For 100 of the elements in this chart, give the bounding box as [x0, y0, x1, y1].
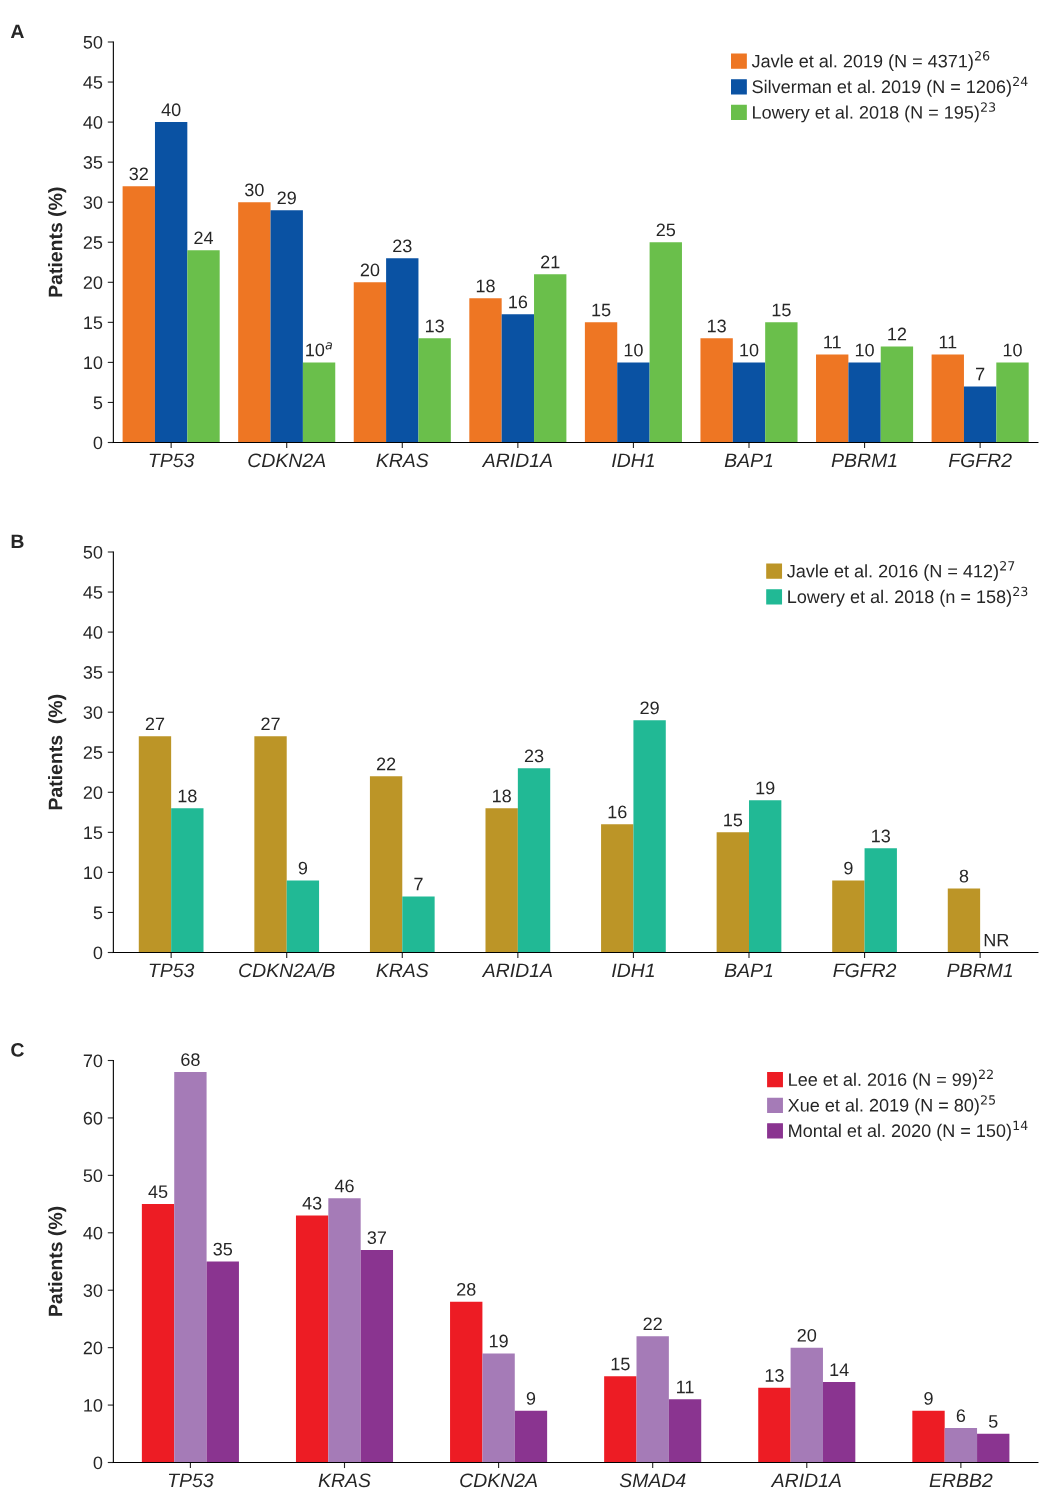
- bar: [636, 1336, 669, 1463]
- y-tick-label: 10: [84, 866, 103, 880]
- bar: [944, 1428, 978, 1463]
- bar: [963, 386, 997, 443]
- bar: [141, 1204, 175, 1463]
- bar: [931, 354, 964, 443]
- data-label: 7: [414, 877, 423, 891]
- text: NR: [984, 933, 1009, 947]
- bar: [295, 1215, 329, 1463]
- chart-title: A: [10, 24, 24, 39]
- bar: [601, 824, 634, 953]
- data-label: 10: [1003, 343, 1022, 357]
- bar: [353, 282, 387, 443]
- y-tick-label: 0: [93, 1456, 103, 1470]
- data-label: 20: [797, 1328, 817, 1342]
- data-label: 13: [425, 319, 444, 333]
- x-tick-label: KRAS: [318, 1473, 371, 1488]
- data-label: 16: [608, 805, 627, 819]
- data-label: 11: [677, 1380, 694, 1394]
- y-tick-label: 20: [83, 786, 103, 800]
- y-axis-title: Patients (%): [48, 187, 67, 297]
- bar: [402, 896, 435, 953]
- bar: [369, 776, 403, 953]
- bar: [418, 338, 451, 443]
- bar: [122, 186, 155, 443]
- data-label: 30: [245, 183, 264, 197]
- bar: [469, 298, 502, 443]
- data-label: 23: [393, 239, 412, 253]
- y-tick-label: 0: [93, 946, 103, 960]
- x-tick-label: PBRM1: [947, 963, 1012, 978]
- x-tick-label: ARID1A: [770, 1473, 841, 1488]
- bar: [485, 808, 518, 953]
- x-tick-label: CDKN2A: [460, 1473, 537, 1488]
- x-tick-label: KRAS: [376, 453, 429, 468]
- legend-label: Javle et al. 2019 (N = 4371)$^{26}$: [751, 51, 990, 72]
- y-tick-label: 15: [84, 826, 103, 840]
- data-label: 68: [181, 1053, 200, 1066]
- x-tick-label: TP53: [168, 1473, 214, 1488]
- legend-label: Lee et al. 2016 (N = 99)$^{22}$: [789, 1069, 993, 1090]
- bar: [270, 210, 303, 443]
- x-tick-label: BAP1: [724, 453, 773, 468]
- data-label: 29: [277, 191, 296, 205]
- bar: [816, 354, 849, 443]
- bar: [360, 1250, 394, 1463]
- data-label: 37: [367, 1231, 386, 1245]
- y-tick-label: 30: [83, 1284, 103, 1297]
- y-tick-label: 20: [83, 276, 103, 290]
- bar: [732, 362, 766, 443]
- bar: [386, 258, 419, 443]
- bar: [716, 832, 749, 953]
- y-tick-label: 20: [83, 1341, 103, 1355]
- data-label: 32: [129, 167, 148, 181]
- legend-label: Silverman et al. 2019 (N = 1206)$^{24}$: [752, 76, 1028, 97]
- x-tick-label: BAP1: [724, 963, 773, 978]
- y-tick-label: 40: [83, 116, 103, 129]
- bar: [790, 1347, 823, 1463]
- chart-title: B: [11, 534, 24, 549]
- bar: [514, 1410, 548, 1463]
- data-label: 19: [756, 781, 775, 795]
- y-tick-label: 35: [83, 666, 103, 679]
- bar: [138, 736, 172, 953]
- data-label: 15: [611, 1357, 630, 1371]
- y-axis-title: Patients (%): [48, 1206, 67, 1316]
- bar: [171, 808, 204, 953]
- x-tick-label: TP53: [149, 963, 195, 978]
- y-tick-label: 5: [93, 906, 103, 920]
- data-label: 13: [872, 829, 890, 843]
- data-label: 9: [298, 861, 308, 875]
- y-tick-label: 40: [83, 626, 103, 639]
- data-label: 23: [524, 749, 544, 763]
- legend-label: Lowery et al. 2018 (n = 158)$^{23}$: [788, 586, 1028, 607]
- bar: [633, 720, 666, 953]
- bar: [758, 1387, 791, 1463]
- bar: [604, 1376, 637, 1463]
- bar: [254, 736, 287, 953]
- data-label: 9: [924, 1392, 933, 1405]
- data-label: 11: [939, 335, 957, 349]
- bar: [174, 1071, 207, 1463]
- y-tick-label: 35: [83, 156, 103, 169]
- x-tick-label: IDH1: [612, 963, 654, 978]
- bar: [534, 274, 567, 443]
- bar: [912, 1410, 945, 1463]
- bar: [286, 880, 320, 953]
- y-tick-label: 10: [84, 356, 103, 370]
- data-label: 10: [855, 343, 874, 357]
- x-tick-label: IDH1: [612, 453, 654, 468]
- y-tick-label: 10: [84, 1399, 103, 1412]
- data-label: 40: [161, 103, 181, 117]
- bar: [996, 362, 1029, 443]
- data-label: 22: [376, 757, 396, 771]
- bar: [700, 338, 733, 443]
- y-tick-label: 25: [83, 746, 103, 759]
- bar: [947, 888, 981, 953]
- bar: [977, 1433, 1010, 1463]
- y-tick-label: 25: [83, 236, 103, 249]
- data-label: 8: [959, 869, 969, 883]
- data-label: 22: [643, 1317, 662, 1330]
- bar: [749, 800, 782, 953]
- data-label: 15: [724, 813, 743, 827]
- data-label: 5: [988, 1415, 998, 1428]
